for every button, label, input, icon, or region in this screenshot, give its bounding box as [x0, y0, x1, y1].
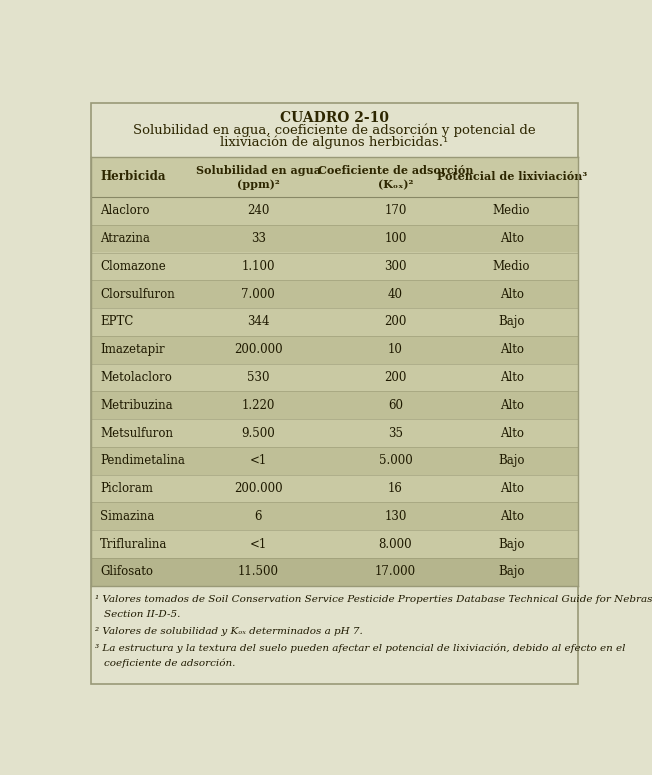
Text: 7.000: 7.000 [241, 288, 275, 301]
Text: EPTC: EPTC [100, 315, 134, 329]
Text: Alto: Alto [499, 426, 524, 439]
Text: Metribuzina: Metribuzina [100, 399, 173, 412]
Text: Coeficiente de adsorción: Coeficiente de adsorción [318, 165, 473, 176]
Text: 170: 170 [384, 205, 407, 217]
Text: Alto: Alto [499, 371, 524, 384]
Text: 100: 100 [384, 232, 407, 245]
Text: Simazina: Simazina [100, 510, 155, 523]
Text: Herbicida: Herbicida [100, 170, 166, 184]
Bar [91, 197, 578, 225]
Bar [91, 281, 578, 308]
Text: 35: 35 [388, 426, 403, 439]
Text: 5.000: 5.000 [379, 454, 412, 467]
Text: 33: 33 [251, 232, 266, 245]
Bar [91, 157, 578, 586]
Text: coeficiente de adsorción.: coeficiente de adsorción. [104, 658, 235, 668]
Text: Alto: Alto [499, 343, 524, 356]
Text: Bajo: Bajo [498, 538, 525, 551]
Bar [91, 558, 578, 586]
Text: Alacloro: Alacloro [100, 205, 149, 217]
Text: Alto: Alto [499, 482, 524, 495]
Text: Bajo: Bajo [498, 315, 525, 329]
Text: 8.000: 8.000 [379, 538, 412, 551]
Bar [91, 419, 578, 447]
Text: 9.500: 9.500 [241, 426, 275, 439]
Text: CUADRO 2-10: CUADRO 2-10 [280, 112, 389, 126]
Text: Bajo: Bajo [498, 454, 525, 467]
Text: (ppm)²: (ppm)² [237, 179, 280, 190]
Text: Picloram: Picloram [100, 482, 153, 495]
Text: 530: 530 [247, 371, 269, 384]
Text: Alto: Alto [499, 399, 524, 412]
Bar [91, 530, 578, 558]
Text: Bajo: Bajo [498, 566, 525, 578]
Text: 6: 6 [254, 510, 262, 523]
Text: 130: 130 [384, 510, 407, 523]
Bar [91, 308, 578, 336]
Text: 344: 344 [247, 315, 269, 329]
Text: 11.500: 11.500 [238, 566, 278, 578]
Text: Medio: Medio [493, 260, 530, 273]
Text: 1.220: 1.220 [241, 399, 275, 412]
Bar [91, 363, 578, 391]
Text: 200: 200 [384, 315, 407, 329]
Text: 40: 40 [388, 288, 403, 301]
Bar [91, 502, 578, 530]
Text: 240: 240 [247, 205, 269, 217]
Text: ³ La estructura y la textura del suelo pueden afectar el potencial de lixiviació: ³ La estructura y la textura del suelo p… [95, 643, 625, 653]
Text: Atrazina: Atrazina [100, 232, 150, 245]
Text: Solubilidad en agua: Solubilidad en agua [196, 165, 321, 176]
Text: Section II-D-5.: Section II-D-5. [104, 610, 181, 619]
Text: 1.100: 1.100 [241, 260, 275, 273]
Text: 200.000: 200.000 [234, 482, 282, 495]
Bar [91, 253, 578, 281]
Text: 300: 300 [384, 260, 407, 273]
Text: Pendimetalina: Pendimetalina [100, 454, 185, 467]
Text: 200.000: 200.000 [234, 343, 282, 356]
Text: Trifluralina: Trifluralina [100, 538, 168, 551]
Bar [91, 475, 578, 502]
Text: 10: 10 [388, 343, 403, 356]
Text: 17.000: 17.000 [375, 566, 416, 578]
Text: 200: 200 [384, 371, 407, 384]
Bar [91, 391, 578, 419]
Text: Medio: Medio [493, 205, 530, 217]
Text: Metsulfuron: Metsulfuron [100, 426, 173, 439]
Text: Alto: Alto [499, 288, 524, 301]
Bar [91, 225, 578, 253]
Text: Potencial de lixiviación³: Potencial de lixiviación³ [436, 171, 587, 182]
Text: Alto: Alto [499, 232, 524, 245]
Text: Alto: Alto [499, 510, 524, 523]
Text: Clorsulfuron: Clorsulfuron [100, 288, 175, 301]
Text: lixiviación de algunos herbicidas.¹: lixiviación de algunos herbicidas.¹ [220, 136, 449, 149]
Text: ¹ Valores tomados de Soil Conservation Service Pesticide Properties Database Tec: ¹ Valores tomados de Soil Conservation S… [95, 595, 652, 604]
Bar [91, 447, 578, 475]
Text: Glifosato: Glifosato [100, 566, 153, 578]
Text: Clomazone: Clomazone [100, 260, 166, 273]
Text: Solubilidad en agua, coeficiente de adsorción y potencial de: Solubilidad en agua, coeficiente de adso… [133, 124, 535, 137]
Text: Imazetapir: Imazetapir [100, 343, 165, 356]
Text: Metolacloro: Metolacloro [100, 371, 172, 384]
Text: <1: <1 [250, 538, 267, 551]
Bar [91, 336, 578, 363]
Text: ² Valores de solubilidad y Kₒₓ determinados a pH 7.: ² Valores de solubilidad y Kₒₓ determina… [95, 627, 363, 636]
Text: 60: 60 [388, 399, 403, 412]
Text: (Kₒₓ)²: (Kₒₓ)² [378, 179, 413, 190]
Text: 16: 16 [388, 482, 403, 495]
Text: <1: <1 [250, 454, 267, 467]
